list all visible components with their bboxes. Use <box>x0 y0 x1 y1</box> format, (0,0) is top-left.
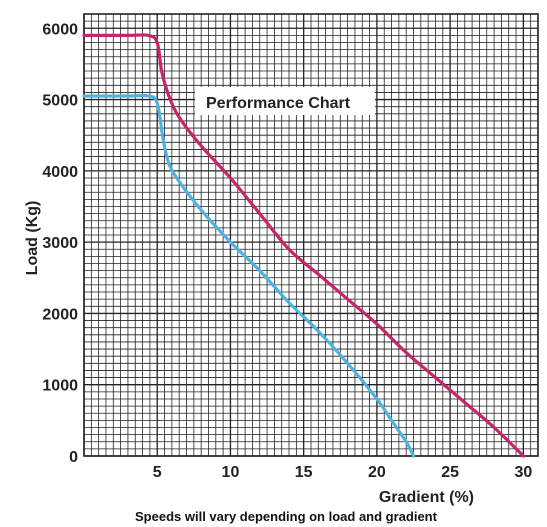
x-tick-label: 15 <box>295 464 313 481</box>
chart-title: Performance Chart <box>206 95 351 112</box>
x-tick-label: 20 <box>368 464 386 481</box>
y-tick-label: 0 <box>69 449 78 466</box>
chart-title-background <box>195 87 375 115</box>
y-tick-label: 5000 <box>42 93 78 110</box>
y-tick-label: 6000 <box>42 21 78 38</box>
y-axis-label: Load (Kg) <box>24 201 41 276</box>
y-tick-label: 2000 <box>42 306 78 323</box>
y-tick-label: 3000 <box>42 235 78 252</box>
series-line-1 <box>82 33 525 458</box>
tick-labels: 5 10 15 20 25 30 0 1000 2000 3000 4000 5000 6000 <box>42 21 532 481</box>
x-tick-label: 5 <box>153 464 162 481</box>
x-tick-label: 30 <box>514 464 532 481</box>
x-axis-label: Gradient (%) <box>379 489 474 506</box>
x-tick-label: 25 <box>441 464 459 481</box>
series-line-2 <box>82 93 416 458</box>
chart-footnote: Speeds will vary depending on load and g… <box>135 509 438 524</box>
series-lines <box>82 33 525 458</box>
grid <box>83 13 539 457</box>
x-tick-label: 10 <box>222 464 240 481</box>
plot-frame <box>83 13 539 457</box>
y-tick-label: 4000 <box>42 164 78 181</box>
y-tick-label: 1000 <box>42 378 78 395</box>
